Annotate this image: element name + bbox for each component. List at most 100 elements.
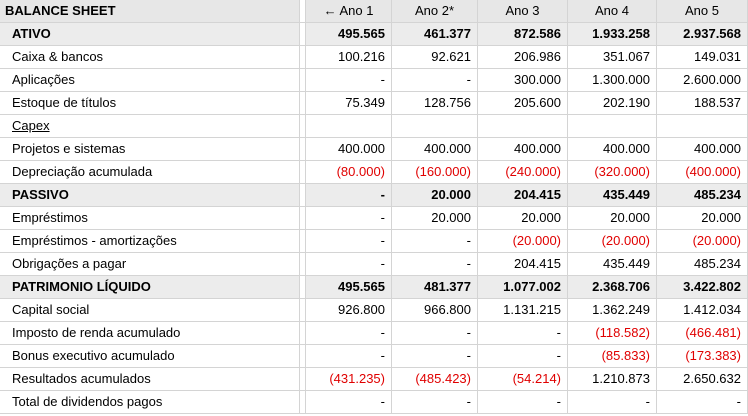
- value-cell[interactable]: 300.000: [478, 69, 568, 92]
- value-cell[interactable]: 485.234: [657, 253, 748, 276]
- value-cell[interactable]: -: [392, 322, 478, 345]
- value-cell[interactable]: -: [392, 391, 478, 414]
- row-label[interactable]: PATRIMONIO LÍQUIDO: [0, 276, 300, 299]
- row-label[interactable]: Total de dividendos pagos: [0, 391, 300, 414]
- value-cell[interactable]: 1.300.000: [568, 69, 657, 92]
- value-cell[interactable]: 205.600: [478, 92, 568, 115]
- value-cell[interactable]: 926.800: [306, 299, 392, 322]
- value-cell[interactable]: [306, 115, 392, 138]
- value-cell[interactable]: -: [392, 69, 478, 92]
- value-cell[interactable]: (173.383): [657, 345, 748, 368]
- value-cell[interactable]: 100.216: [306, 46, 392, 69]
- value-cell[interactable]: 1.210.873: [568, 368, 657, 391]
- value-cell[interactable]: 1.412.034: [657, 299, 748, 322]
- row-label[interactable]: Resultados acumulados: [0, 368, 300, 391]
- row-label[interactable]: Estoque de títulos: [0, 92, 300, 115]
- value-cell[interactable]: 2.650.632: [657, 368, 748, 391]
- value-cell[interactable]: -: [306, 391, 392, 414]
- value-cell[interactable]: -: [306, 184, 392, 207]
- value-cell[interactable]: -: [306, 230, 392, 253]
- row-label[interactable]: Obrigações a pagar: [0, 253, 300, 276]
- value-cell[interactable]: (160.000): [392, 161, 478, 184]
- value-cell[interactable]: 3.422.802: [657, 276, 748, 299]
- value-cell[interactable]: -: [478, 345, 568, 368]
- value-cell[interactable]: 495.565: [306, 23, 392, 46]
- value-cell[interactable]: 351.067: [568, 46, 657, 69]
- value-cell[interactable]: 400.000: [306, 138, 392, 161]
- value-cell[interactable]: -: [392, 345, 478, 368]
- value-cell[interactable]: 2.600.000: [657, 69, 748, 92]
- value-cell[interactable]: 2.937.568: [657, 23, 748, 46]
- value-cell[interactable]: 20.000: [478, 207, 568, 230]
- row-label[interactable]: Aplicações: [0, 69, 300, 92]
- value-cell[interactable]: (400.000): [657, 161, 748, 184]
- value-cell[interactable]: 1.362.249: [568, 299, 657, 322]
- value-cell[interactable]: -: [478, 322, 568, 345]
- value-cell[interactable]: (20.000): [478, 230, 568, 253]
- value-cell[interactable]: 872.586: [478, 23, 568, 46]
- value-cell[interactable]: -: [392, 253, 478, 276]
- value-cell[interactable]: 75.349: [306, 92, 392, 115]
- value-cell[interactable]: 435.449: [568, 184, 657, 207]
- value-cell[interactable]: 1.933.258: [568, 23, 657, 46]
- value-cell[interactable]: 400.000: [568, 138, 657, 161]
- year-header-2[interactable]: Ano 2*: [392, 0, 478, 23]
- value-cell[interactable]: 20.000: [657, 207, 748, 230]
- value-cell[interactable]: -: [478, 391, 568, 414]
- value-cell[interactable]: -: [306, 322, 392, 345]
- value-cell[interactable]: [568, 115, 657, 138]
- value-cell[interactable]: -: [657, 391, 748, 414]
- value-cell[interactable]: 461.377: [392, 23, 478, 46]
- value-cell[interactable]: -: [306, 207, 392, 230]
- value-cell[interactable]: -: [568, 391, 657, 414]
- value-cell[interactable]: 188.537: [657, 92, 748, 115]
- value-cell[interactable]: (85.833): [568, 345, 657, 368]
- row-label[interactable]: Capex: [0, 115, 300, 138]
- sheet-title[interactable]: BALANCE SHEET: [0, 0, 300, 23]
- value-cell[interactable]: -: [306, 345, 392, 368]
- row-label[interactable]: Capital social: [0, 299, 300, 322]
- row-label[interactable]: Empréstimos - amortizações: [0, 230, 300, 253]
- value-cell[interactable]: 400.000: [392, 138, 478, 161]
- value-cell[interactable]: -: [392, 230, 478, 253]
- value-cell[interactable]: (20.000): [568, 230, 657, 253]
- value-cell[interactable]: (320.000): [568, 161, 657, 184]
- row-label[interactable]: Bonus executivo acumulado: [0, 345, 300, 368]
- value-cell[interactable]: 202.190: [568, 92, 657, 115]
- value-cell[interactable]: 2.368.706: [568, 276, 657, 299]
- year-header-3[interactable]: Ano 3: [478, 0, 568, 23]
- value-cell[interactable]: 435.449: [568, 253, 657, 276]
- year-header-4[interactable]: Ano 4: [568, 0, 657, 23]
- value-cell[interactable]: 206.986: [478, 46, 568, 69]
- value-cell[interactable]: 485.234: [657, 184, 748, 207]
- value-cell[interactable]: 20.000: [568, 207, 657, 230]
- value-cell[interactable]: 400.000: [478, 138, 568, 161]
- row-label[interactable]: Caixa & bancos: [0, 46, 300, 69]
- value-cell[interactable]: 1.131.215: [478, 299, 568, 322]
- value-cell[interactable]: [657, 115, 748, 138]
- value-cell[interactable]: 20.000: [392, 184, 478, 207]
- value-cell[interactable]: 128.756: [392, 92, 478, 115]
- value-cell[interactable]: 204.415: [478, 184, 568, 207]
- value-cell[interactable]: (485.423): [392, 368, 478, 391]
- row-label[interactable]: ATIVO: [0, 23, 300, 46]
- row-label[interactable]: Projetos e sistemas: [0, 138, 300, 161]
- value-cell[interactable]: -: [306, 253, 392, 276]
- value-cell[interactable]: -: [306, 69, 392, 92]
- value-cell[interactable]: [478, 115, 568, 138]
- value-cell[interactable]: 92.621: [392, 46, 478, 69]
- value-cell[interactable]: 204.415: [478, 253, 568, 276]
- row-label[interactable]: Depreciação acumulada: [0, 161, 300, 184]
- value-cell[interactable]: (20.000): [657, 230, 748, 253]
- value-cell[interactable]: (240.000): [478, 161, 568, 184]
- value-cell[interactable]: 966.800: [392, 299, 478, 322]
- year-header-1[interactable]: ← Ano 1: [306, 0, 392, 23]
- value-cell[interactable]: (466.481): [657, 322, 748, 345]
- value-cell[interactable]: (54.214): [478, 368, 568, 391]
- value-cell[interactable]: (431.235): [306, 368, 392, 391]
- value-cell[interactable]: 400.000: [657, 138, 748, 161]
- value-cell[interactable]: [392, 115, 478, 138]
- value-cell[interactable]: 1.077.002: [478, 276, 568, 299]
- row-label[interactable]: PASSIVO: [0, 184, 300, 207]
- row-label[interactable]: Empréstimos: [0, 207, 300, 230]
